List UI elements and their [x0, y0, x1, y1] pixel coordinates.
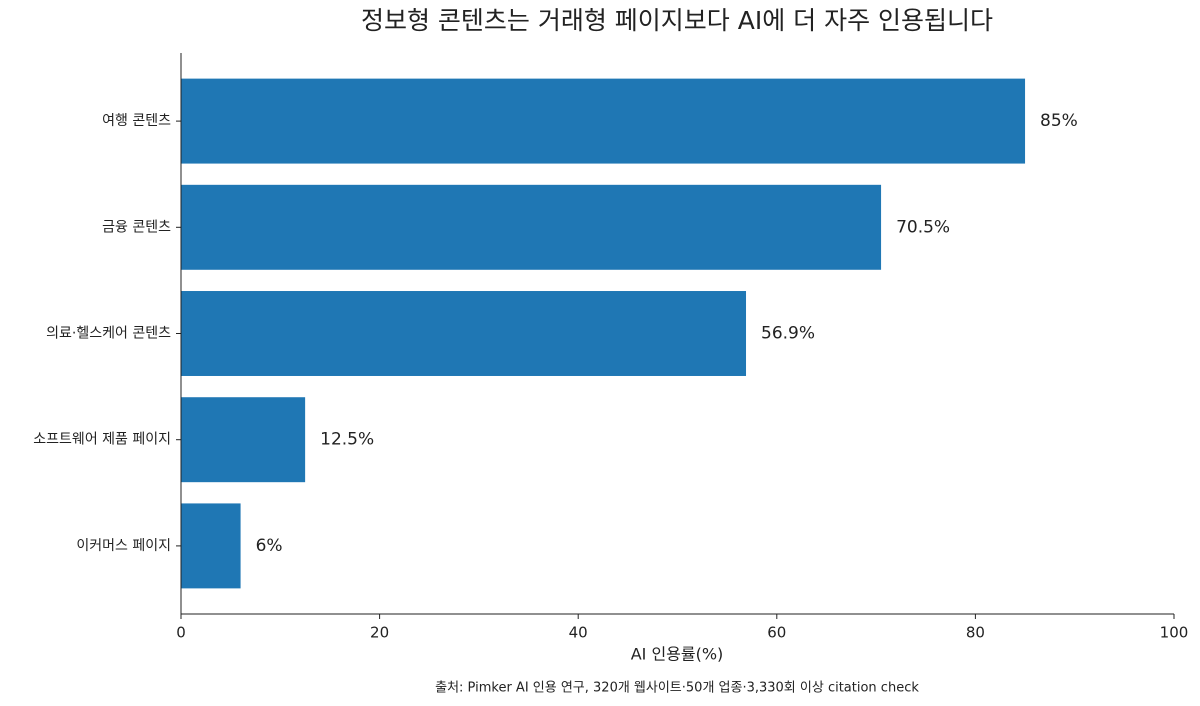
y-tick-label: 소프트웨어 제품 페이지: [33, 432, 171, 448]
x-tick-label: 80: [966, 624, 985, 642]
value-label: 56.9%: [761, 324, 815, 344]
bar: [181, 291, 747, 376]
bar: [181, 397, 306, 483]
y-tick-label: 의료·헬스케어 콘텐츠: [46, 326, 171, 342]
x-tick-label: 100: [1160, 624, 1189, 642]
value-label: 12.5%: [320, 430, 374, 450]
x-axis-label: AI 인용률(%): [631, 645, 724, 664]
y-tick-label: 금융 콘텐츠: [102, 219, 171, 235]
x-tick-label: 0: [176, 624, 186, 642]
y-tick-label: 이커머스 페이지: [76, 538, 171, 554]
bar: [181, 503, 241, 589]
value-label: 70.5%: [896, 217, 950, 237]
x-tick-label: 40: [569, 624, 588, 642]
x-tick-label: 20: [370, 624, 389, 642]
value-label: 6%: [256, 536, 283, 556]
x-tick-label: 60: [767, 624, 786, 642]
bar: [181, 78, 1026, 164]
source-note: 출처: Pimker AI 인용 연구, 320개 웹사이트·50개 업종·3,…: [435, 681, 919, 696]
value-label: 85%: [1040, 111, 1078, 131]
bar: [181, 184, 882, 270]
y-tick-label: 여행 콘텐츠: [102, 113, 171, 129]
chart-title: 정보형 콘텐츠는 거래형 페이지보다 AI에 더 자주 인용됩니다: [361, 6, 993, 35]
